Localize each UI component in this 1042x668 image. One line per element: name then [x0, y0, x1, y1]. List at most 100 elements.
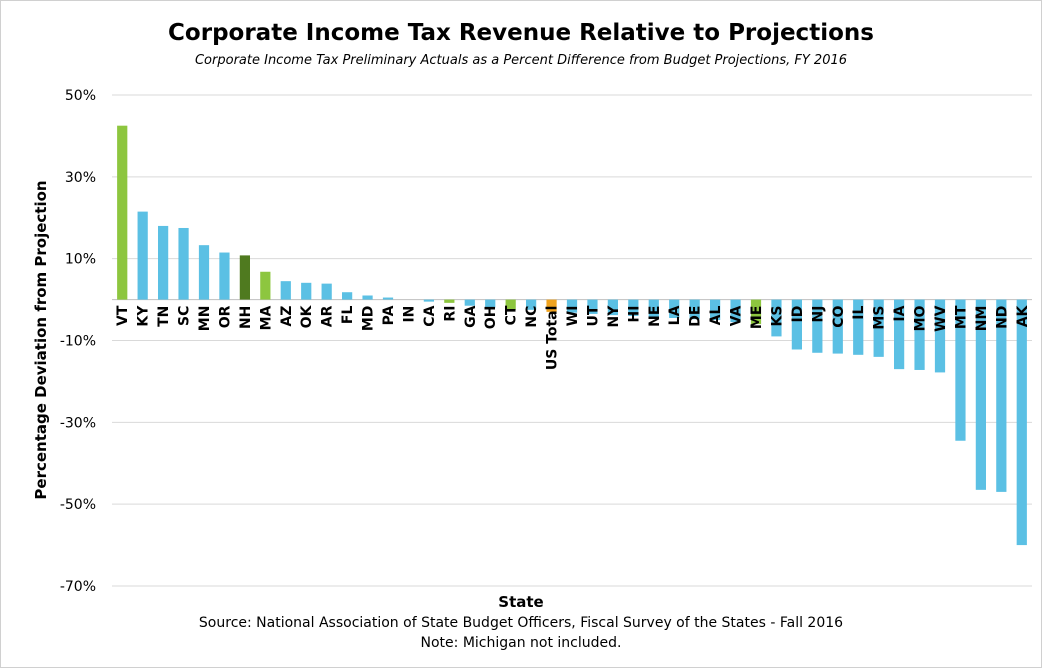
x-tick-label: WI [565, 306, 581, 327]
x-tick-label: TN [156, 306, 172, 327]
bar-ia [894, 299, 905, 370]
bar-ms [873, 299, 884, 357]
x-tick-label: NM [974, 306, 990, 332]
bar-ct [505, 299, 516, 310]
bar-va [730, 299, 741, 323]
x-tick-label: GA [463, 305, 479, 327]
bar-il [853, 299, 864, 355]
y-tick-label: -30% [60, 415, 96, 431]
x-tick-label: OK [299, 304, 315, 328]
bar-nc [526, 299, 537, 310]
x-tick-label: MT [953, 305, 969, 329]
y-tick-label: 30% [65, 170, 96, 186]
x-tick-label: AL [708, 306, 724, 326]
bar-oh [485, 299, 496, 308]
bar-mn [198, 245, 210, 300]
bar-ky [137, 211, 148, 300]
bar-ne [648, 299, 659, 317]
bar-co [832, 299, 843, 354]
y-tick-label: -10% [60, 334, 96, 350]
bar-or [219, 252, 230, 300]
x-tick-label: MA [258, 305, 274, 330]
bar-pa [382, 297, 394, 300]
x-axis-label: State [498, 593, 544, 611]
bar-md [362, 295, 373, 300]
x-tick-label: US Total [545, 306, 561, 371]
bar-mt [955, 299, 966, 441]
x-tick-label: IA [892, 305, 908, 321]
bar-fl [342, 292, 353, 300]
bar-nd [996, 299, 1007, 492]
bar-az [280, 281, 291, 300]
bar-tn [158, 225, 169, 300]
bar-sc [178, 227, 189, 300]
x-tick-label: CT [504, 305, 520, 325]
bar-ma [260, 271, 271, 300]
x-tick-label: CA [422, 305, 438, 326]
x-tick-label: SC [177, 306, 193, 326]
x-tick-label: PA [381, 305, 397, 325]
x-tick-label: NC [524, 306, 540, 328]
y-tick-label: -50% [60, 497, 96, 513]
bar-nj [812, 299, 823, 353]
bar-ny [607, 299, 618, 316]
x-tick-label: ID [790, 306, 806, 323]
bar-me [750, 299, 762, 325]
x-tick-label: AZ [279, 306, 295, 327]
bar-ks [771, 299, 782, 337]
chart-title: Corporate Income Tax Revenue Relative to… [168, 20, 874, 46]
bar-vt [117, 125, 128, 300]
chart-subtitle: Corporate Income Tax Preliminary Actuals… [194, 53, 848, 68]
x-tick-label: MN [197, 306, 213, 332]
x-tick-label: WV [933, 305, 949, 331]
bar-hi [628, 299, 639, 316]
bar-ut [587, 299, 598, 314]
bar-us-total [546, 299, 557, 312]
x-tick-label: NY [606, 305, 622, 328]
x-tick-label: OH [483, 306, 499, 330]
y-tick-label: 10% [65, 252, 96, 268]
x-tick-label: NH [238, 306, 254, 329]
x-tick-label: AK [1015, 304, 1031, 327]
bar-mo [914, 299, 925, 370]
x-tick-label: CO [831, 305, 847, 327]
x-tick-label: VA [729, 305, 745, 326]
bar-nm [975, 299, 986, 490]
bar-ca [423, 299, 434, 302]
bar-ak [1016, 299, 1027, 546]
bar-de [689, 299, 700, 320]
bar-wi [566, 299, 578, 313]
x-tick-label: FL [340, 306, 356, 325]
x-tick-label: MS [872, 306, 888, 330]
x-tick-label: VT [115, 305, 131, 326]
x-tick-label: AR [320, 305, 336, 327]
x-tick-label: IL [851, 306, 867, 320]
x-tick-label: NJ [810, 306, 826, 323]
bar-ar [321, 283, 332, 300]
bar-wv [934, 299, 946, 373]
source-note: Source: National Association of State Bu… [198, 615, 844, 631]
x-tick-label: KS [769, 306, 785, 327]
bar-ok [301, 282, 312, 300]
x-tick-label: OR [217, 305, 233, 328]
x-tick-label: UT [585, 305, 601, 326]
x-tick-label: LA [667, 305, 683, 325]
bar-la [669, 299, 680, 318]
x-tick-label: MD [361, 306, 377, 332]
x-tick-label: IN [401, 306, 417, 323]
bar-nh [239, 255, 250, 300]
y-tick-label: 50% [65, 88, 96, 104]
x-tick-label: ME [749, 306, 765, 330]
bar-al [710, 299, 721, 321]
bar-ga [464, 299, 475, 306]
x-tick-label: DE [688, 306, 704, 327]
x-tick-label: HI [626, 306, 642, 323]
footnote: Note: Michigan not included. [420, 635, 622, 651]
bar-id [791, 299, 802, 350]
y-tick-label: -70% [60, 579, 96, 595]
bar-ri [444, 299, 455, 303]
x-tick-label: NE [647, 306, 663, 327]
x-tick-label: KY [136, 305, 152, 327]
